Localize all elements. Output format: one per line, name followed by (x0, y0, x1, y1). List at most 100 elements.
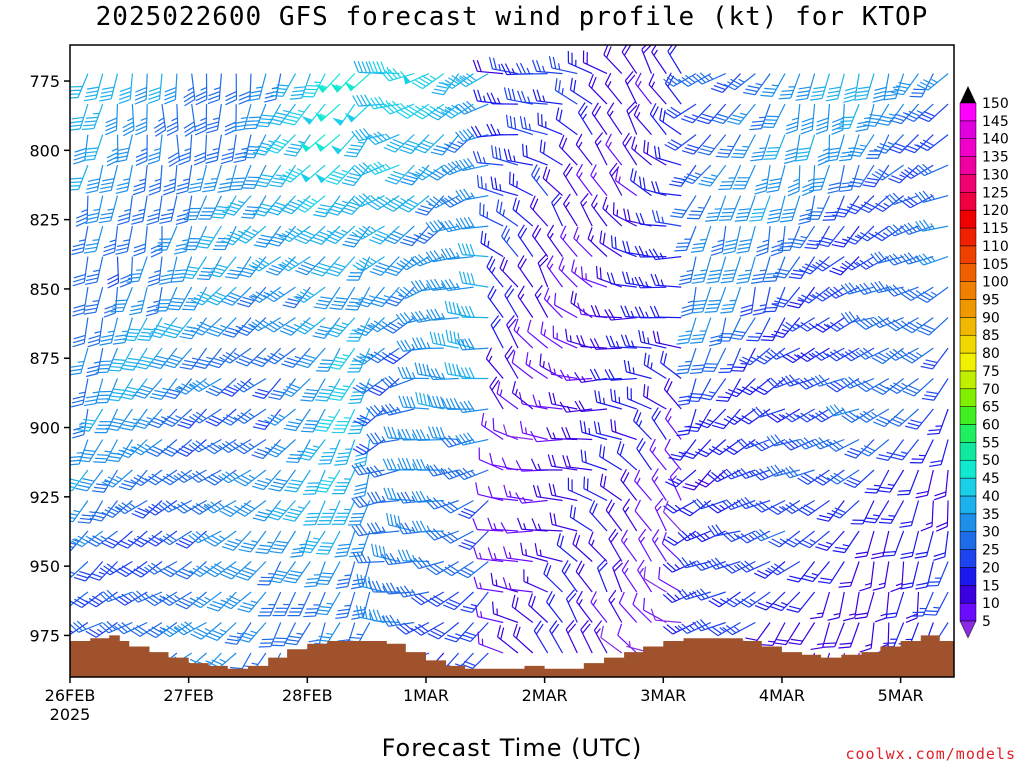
wind-barb (734, 195, 756, 222)
wind-barb (770, 591, 801, 612)
wind-barb (198, 195, 222, 220)
wind-barb (496, 381, 519, 410)
wind-barb (455, 73, 489, 88)
wind-barb (381, 552, 415, 566)
wind-barb (325, 256, 356, 277)
wind-barb (723, 73, 756, 91)
wind-barb (244, 103, 267, 130)
wind-barb (828, 500, 860, 519)
wind-barb (396, 491, 430, 504)
wind-barb (677, 588, 711, 601)
wind-barb (531, 164, 549, 196)
wind-barb (825, 404, 860, 417)
wind-barb (334, 530, 356, 558)
wind-barb (626, 386, 652, 410)
wind-barb (885, 192, 919, 206)
credit-link[interactable]: coolwx.com/models (845, 745, 1016, 763)
wind-barb (767, 560, 801, 576)
wind-barb (70, 500, 89, 523)
wind-barb (178, 134, 193, 166)
wind-barb (352, 469, 371, 499)
wind-barb (859, 561, 875, 592)
wind-barb (686, 195, 712, 220)
wind-barb (746, 317, 771, 342)
wind-barb (622, 240, 652, 258)
wind-barb (72, 256, 89, 287)
wind-barb (766, 347, 801, 360)
wind-barb (381, 403, 415, 416)
wind-barb (486, 255, 504, 288)
wind-barb (876, 439, 905, 461)
wind-barb (914, 253, 949, 266)
colorbar-segment (959, 156, 977, 175)
wind-barb (809, 73, 831, 101)
wind-barb (347, 408, 371, 435)
wind-barb (614, 168, 638, 197)
colorbar-label: 5 (982, 614, 991, 630)
wind-barb (252, 378, 282, 400)
wind-barb (891, 73, 919, 96)
wind-barb (455, 158, 489, 172)
wind-barb (723, 439, 756, 456)
wind-barb (914, 190, 949, 203)
wind-barb (841, 347, 875, 362)
wind-barb (383, 225, 415, 245)
wind-barb (838, 622, 860, 649)
wind-barb (234, 500, 267, 517)
wind-barb (365, 161, 400, 175)
wind-barb (531, 518, 563, 532)
wind-barb (279, 164, 311, 183)
wind-barb (258, 622, 282, 648)
wind-barb (220, 286, 252, 306)
wind-barb (175, 195, 193, 226)
wind-barb (831, 225, 860, 248)
wind-barb (579, 420, 608, 441)
wind-barb (643, 566, 667, 593)
wind-barb (297, 439, 326, 461)
wind-barb (840, 311, 875, 324)
wind-barb (162, 165, 178, 196)
wind-barb (266, 195, 296, 216)
wind-barb (856, 256, 890, 270)
wind-barb (650, 273, 682, 288)
wind-barb (232, 103, 252, 132)
wind-barb (863, 500, 890, 524)
wind-barb (344, 103, 371, 123)
wind-barb (815, 530, 845, 551)
wind-barb (760, 622, 786, 647)
wind-barb (205, 286, 237, 306)
colorbar-top-arrow (960, 86, 976, 103)
wind-barb (397, 549, 430, 563)
wind-barb (788, 256, 816, 280)
wind-barb (425, 250, 459, 263)
wind-barb (517, 255, 534, 288)
wind-barb (531, 224, 549, 257)
wind-barb (325, 164, 356, 185)
wind-barb (204, 530, 237, 547)
wind-barb (315, 73, 341, 94)
wind-barb (909, 73, 934, 98)
wind-barb (72, 287, 89, 317)
wind-barb (130, 530, 163, 548)
wind-barb (147, 134, 163, 165)
wind-barb (680, 287, 697, 317)
wind-barb (871, 164, 904, 181)
wind-barb (118, 73, 133, 105)
wind-barb (837, 103, 860, 130)
wind-barb (188, 530, 222, 544)
wind-barb (636, 437, 652, 471)
wind-barb (132, 165, 148, 196)
wind-barb (159, 621, 193, 638)
wind-barb (174, 225, 193, 255)
wind-barb (159, 195, 178, 225)
colorbar-segment (959, 317, 977, 336)
wind-barb (455, 188, 489, 201)
colorbar-label: 115 (982, 221, 1009, 237)
wind-barb (252, 408, 282, 431)
wind-barb (280, 195, 311, 215)
wind-barb (736, 256, 756, 285)
wind-barb (681, 134, 712, 155)
colorbar-label: 40 (982, 489, 1000, 505)
wind-barb (101, 500, 133, 518)
wind-barb (147, 73, 163, 104)
